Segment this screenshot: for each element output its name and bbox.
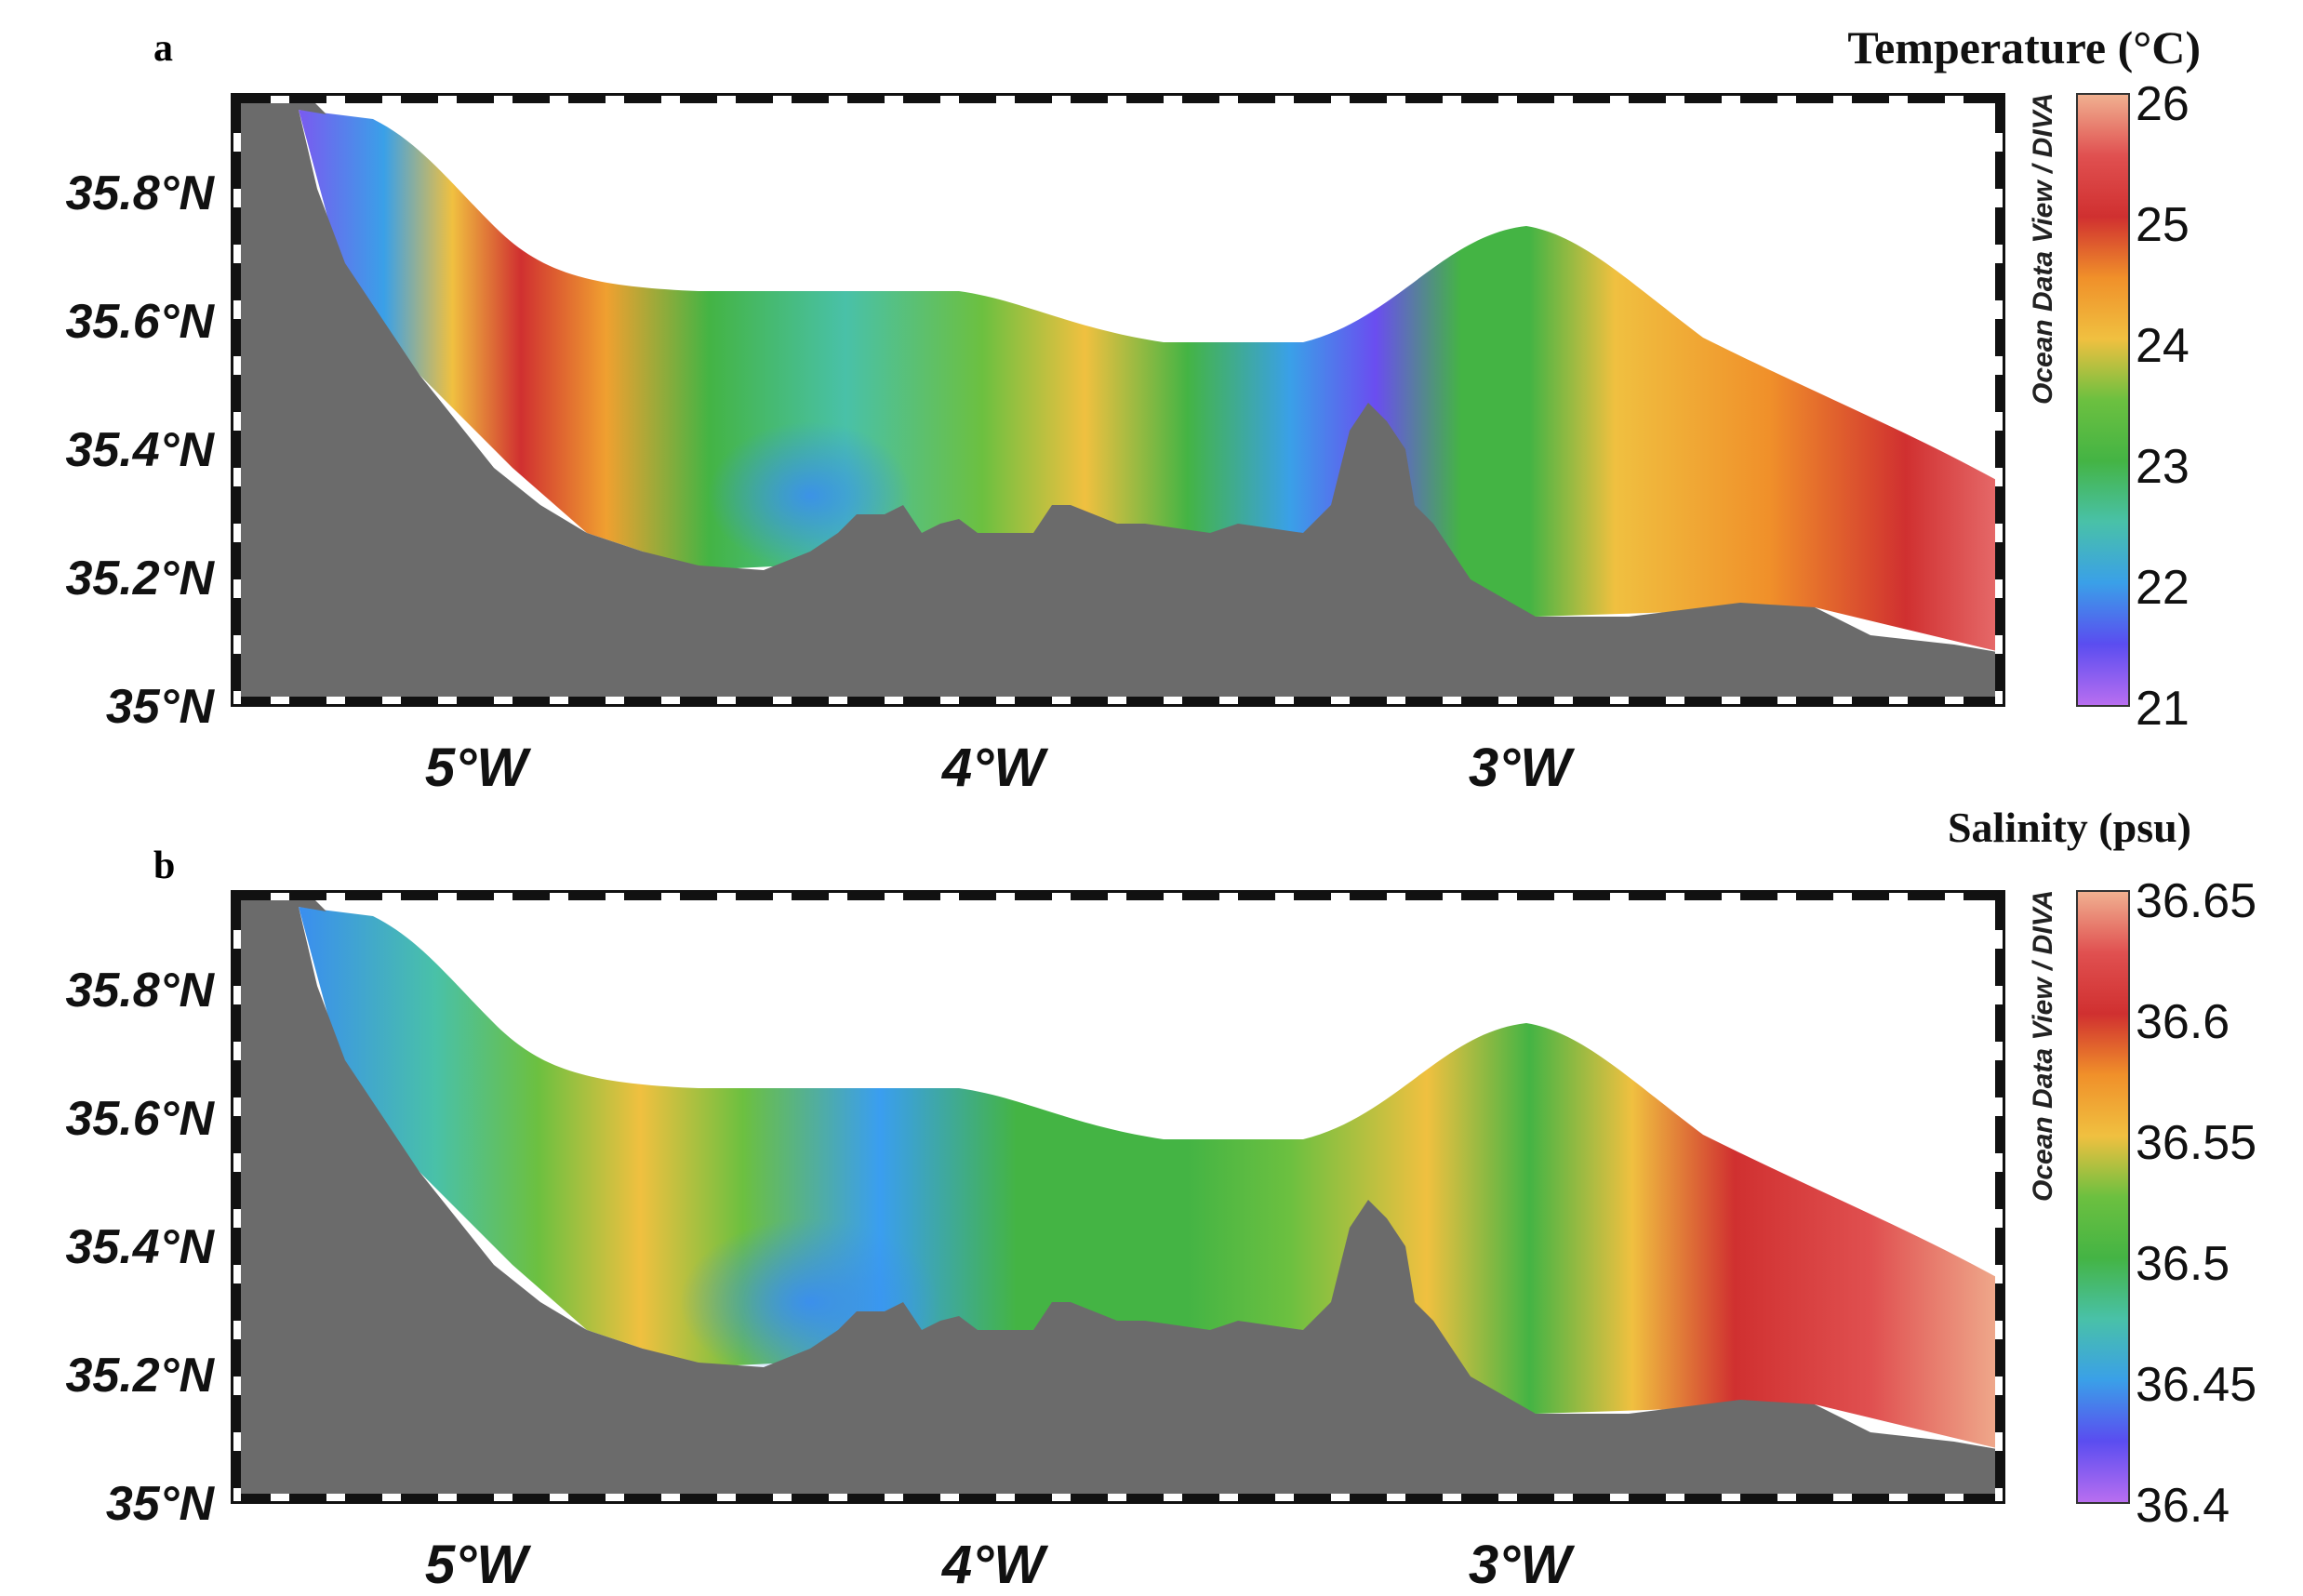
watermark: Ocean Data View / DIVA <box>2028 92 2058 405</box>
latitude-label: 35.6°N <box>65 1092 214 1146</box>
longitude-label: 3°W <box>1468 738 1572 798</box>
frame-border <box>233 893 241 1501</box>
colorbar-tick: 26 <box>2136 77 2190 131</box>
frame-border <box>1995 893 2003 1501</box>
land-mass <box>233 96 2003 704</box>
map-frame <box>231 93 2005 707</box>
temperature-panel: a Temperature (°C) <box>0 0 2303 798</box>
latitude-label: 35.2°N <box>65 552 214 605</box>
colorbar-tick: 36.55 <box>2136 1116 2257 1170</box>
latitude-label: 35.4°N <box>65 423 214 477</box>
colorbar-tick: 24 <box>2136 319 2190 373</box>
frame-border <box>233 96 241 704</box>
watermark: Ocean Data View / DIVA <box>2028 889 2058 1202</box>
colorbar-tick: 36.65 <box>2136 874 2257 928</box>
panel-letter: a <box>153 27 173 70</box>
frame-border <box>233 697 2003 704</box>
colorbar <box>2076 890 2130 1504</box>
temperature-map <box>233 96 2003 704</box>
colorbar-tick: 36.45 <box>2136 1358 2257 1412</box>
colorbar-tick: 23 <box>2136 440 2190 494</box>
latitude-label: 35.2°N <box>65 1349 214 1403</box>
longitude-label: 3°W <box>1468 1535 1572 1595</box>
longitude-label: 5°W <box>424 1535 528 1595</box>
salinity-map <box>233 893 2003 1501</box>
colorbar-tick: 22 <box>2136 561 2190 615</box>
frame-border <box>1995 96 2003 704</box>
colorbar-title: Salinity (psu) <box>1947 804 2191 851</box>
colorbar-tick: 36.6 <box>2136 995 2230 1049</box>
panel-letter: b <box>153 845 176 887</box>
latitude-label: 35.6°N <box>65 295 214 349</box>
salinity-panel: b Salinity (psu) <box>0 797 2303 1595</box>
latitude-label: 35.4°N <box>65 1220 214 1274</box>
latitude-label: 35°N <box>105 1477 214 1531</box>
latitude-label: 35.8°N <box>65 166 214 220</box>
longitude-label: 4°W <box>941 1535 1045 1595</box>
colorbar-tick: 21 <box>2136 682 2190 736</box>
map-frame <box>231 890 2005 1504</box>
frame-border <box>233 893 2003 900</box>
colorbar-tick: 25 <box>2136 198 2190 252</box>
colorbar-title: Temperature (°C) <box>1847 21 2201 73</box>
longitude-label: 4°W <box>941 738 1045 798</box>
latitude-label: 35°N <box>105 680 214 734</box>
frame-border <box>233 96 2003 103</box>
land-mass <box>233 893 2003 1501</box>
frame-border <box>233 1494 2003 1501</box>
longitude-label: 5°W <box>424 738 528 798</box>
colorbar <box>2076 93 2130 707</box>
latitude-label: 35.8°N <box>65 964 214 1017</box>
colorbar-tick: 36.4 <box>2136 1479 2230 1533</box>
colorbar-tick: 36.5 <box>2136 1237 2230 1291</box>
